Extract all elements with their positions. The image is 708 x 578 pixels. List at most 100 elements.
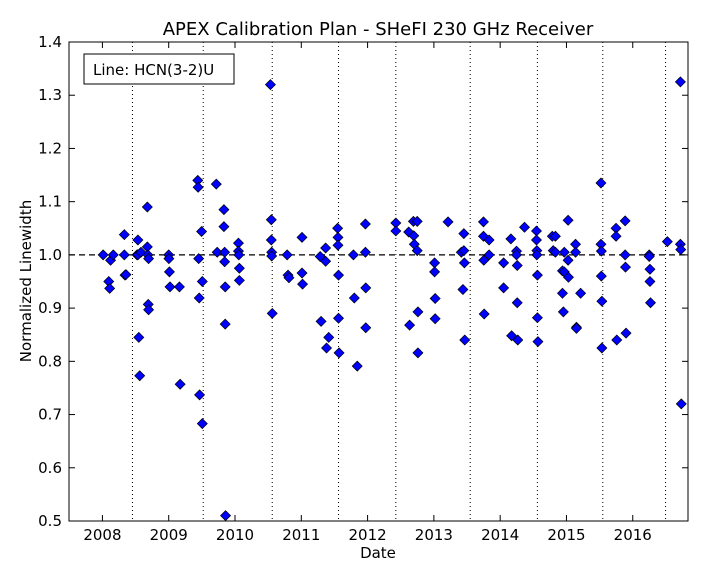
data-point xyxy=(265,214,277,226)
data-point xyxy=(163,253,175,265)
data-point xyxy=(320,255,332,267)
data-point xyxy=(266,250,278,262)
data-point xyxy=(595,245,607,257)
data-point xyxy=(644,276,656,287)
data-point xyxy=(429,257,441,269)
data-point xyxy=(390,225,402,237)
data-point xyxy=(411,215,423,227)
data-point xyxy=(192,181,204,193)
data-point xyxy=(643,250,655,262)
data-point xyxy=(562,254,574,266)
y-tick-label: 1.3 xyxy=(38,86,62,104)
data-point xyxy=(619,215,631,227)
data-point xyxy=(458,228,470,240)
data-point xyxy=(457,283,469,295)
data-point xyxy=(498,257,510,269)
data-point xyxy=(556,287,568,299)
data-point xyxy=(196,418,208,430)
data-point xyxy=(661,236,673,248)
data-point xyxy=(610,230,622,242)
data-point xyxy=(359,218,371,230)
data-point xyxy=(132,234,144,246)
data-point xyxy=(558,246,570,258)
data-point xyxy=(675,398,687,410)
y-tick-label: 1.1 xyxy=(38,193,62,211)
y-tick-label: 1.4 xyxy=(38,33,62,51)
data-point xyxy=(675,244,687,256)
plot-frame xyxy=(68,41,689,522)
data-point xyxy=(163,266,175,278)
data-point xyxy=(348,292,360,304)
data-point xyxy=(233,274,245,286)
data-point xyxy=(477,216,489,228)
data-point xyxy=(359,246,371,258)
data-point xyxy=(143,304,155,316)
data-point xyxy=(233,262,245,274)
x-axis-label: Date xyxy=(360,544,396,562)
data-point xyxy=(531,312,543,324)
data-point xyxy=(570,246,582,258)
data-point xyxy=(575,287,587,299)
x-tick-label: 2009 xyxy=(150,526,188,544)
data-point xyxy=(296,231,308,243)
data-point xyxy=(411,245,423,257)
data-point xyxy=(321,342,333,354)
data-point xyxy=(531,225,542,237)
data-point xyxy=(193,292,205,304)
data-point xyxy=(233,249,245,261)
data-point xyxy=(118,249,130,261)
data-point xyxy=(134,370,146,382)
data-point xyxy=(218,221,230,233)
data-point xyxy=(478,254,490,266)
legend-label: Line: HCN(3-2)U xyxy=(93,61,214,79)
data-point xyxy=(210,178,222,190)
data-point xyxy=(219,256,231,268)
data-point xyxy=(531,269,543,281)
data-point xyxy=(429,293,441,305)
data-point xyxy=(498,282,510,294)
x-tick-label: 2010 xyxy=(216,526,254,544)
data-point xyxy=(333,347,345,359)
data-point xyxy=(283,272,295,284)
data-point xyxy=(141,201,153,213)
data-point xyxy=(218,204,230,216)
data-point xyxy=(557,306,569,318)
data-point xyxy=(531,249,543,261)
data-point xyxy=(143,253,155,265)
x-tick-label: 2014 xyxy=(481,526,519,544)
tick-layer: 2008 2009 2010 2011 2012 2013 2014 2015 2016 0.5 0… xyxy=(38,33,688,544)
data-point xyxy=(645,297,657,309)
data-point xyxy=(333,269,345,281)
data-point xyxy=(570,322,582,334)
data-point xyxy=(196,225,208,237)
data-point xyxy=(596,342,608,354)
data-point xyxy=(120,269,132,281)
x-tick-label: 2008 xyxy=(83,526,121,544)
data-point xyxy=(264,79,276,91)
legend-frame xyxy=(83,53,235,85)
y-tick-label: 0.5 xyxy=(38,512,62,530)
data-point xyxy=(211,246,223,258)
data-point xyxy=(511,260,523,272)
data-point xyxy=(118,229,130,241)
data-point xyxy=(483,234,495,246)
chart-title: APEX Calibration Plan - SHeFI 230 GHz Re… xyxy=(163,19,594,40)
data-point xyxy=(532,336,544,348)
data-point xyxy=(104,282,116,294)
data-point xyxy=(562,271,574,283)
data-point xyxy=(164,281,176,293)
data-point xyxy=(611,334,623,346)
x-tick-label: 2012 xyxy=(348,526,386,544)
y-tick-label: 0.6 xyxy=(38,459,62,477)
data-point xyxy=(549,246,561,258)
data-point xyxy=(174,378,186,390)
data-point xyxy=(429,313,441,325)
data-point xyxy=(323,331,335,343)
data-point xyxy=(505,233,517,245)
data-point xyxy=(347,249,359,261)
y-tick-label: 1.2 xyxy=(38,139,62,157)
data-point xyxy=(219,246,231,258)
data-point xyxy=(512,334,524,346)
data-point xyxy=(332,222,344,234)
